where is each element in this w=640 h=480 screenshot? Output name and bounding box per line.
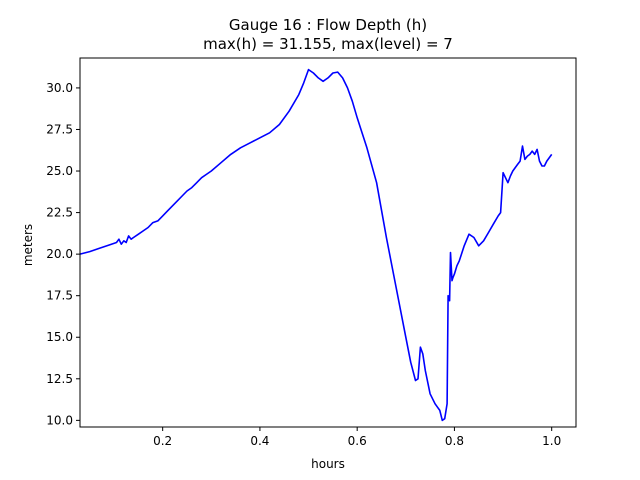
y-tick-label: 22.5: [46, 206, 73, 220]
y-axis-label: meters: [21, 224, 35, 266]
x-axis-label: hours: [311, 457, 345, 471]
y-tick-label: 30.0: [46, 81, 73, 95]
y-tick-label: 20.0: [46, 247, 73, 261]
chart-subtitle: max(h) = 31.155, max(level) = 7: [203, 35, 453, 53]
x-tick-label: 0.2: [153, 434, 172, 448]
y-tick-label: 27.5: [46, 122, 73, 136]
y-tick-label: 10.0: [46, 413, 73, 427]
chart-title: Gauge 16 : Flow Depth (h): [229, 16, 427, 34]
x-tick-label: 1.0: [542, 434, 561, 448]
x-tick-label: 0.4: [250, 434, 269, 448]
y-tick-label: 12.5: [46, 372, 73, 386]
plot-area: [79, 68, 553, 422]
y-tick-label: 15.0: [46, 330, 73, 344]
y-tick-label: 17.5: [46, 289, 73, 303]
y-axis: 10.0 12.5 15.0 17.5 20.0 22.5 25.0 27.5 30.0: [46, 81, 80, 427]
y-tick-label: 25.0: [46, 164, 73, 178]
x-axis: 0.2 0.4 0.6 0.8 1.0: [153, 427, 561, 448]
series-line: [79, 68, 553, 422]
x-tick-label: 0.8: [445, 434, 464, 448]
x-tick-label: 0.6: [348, 434, 367, 448]
plot-frame: [79, 57, 577, 428]
